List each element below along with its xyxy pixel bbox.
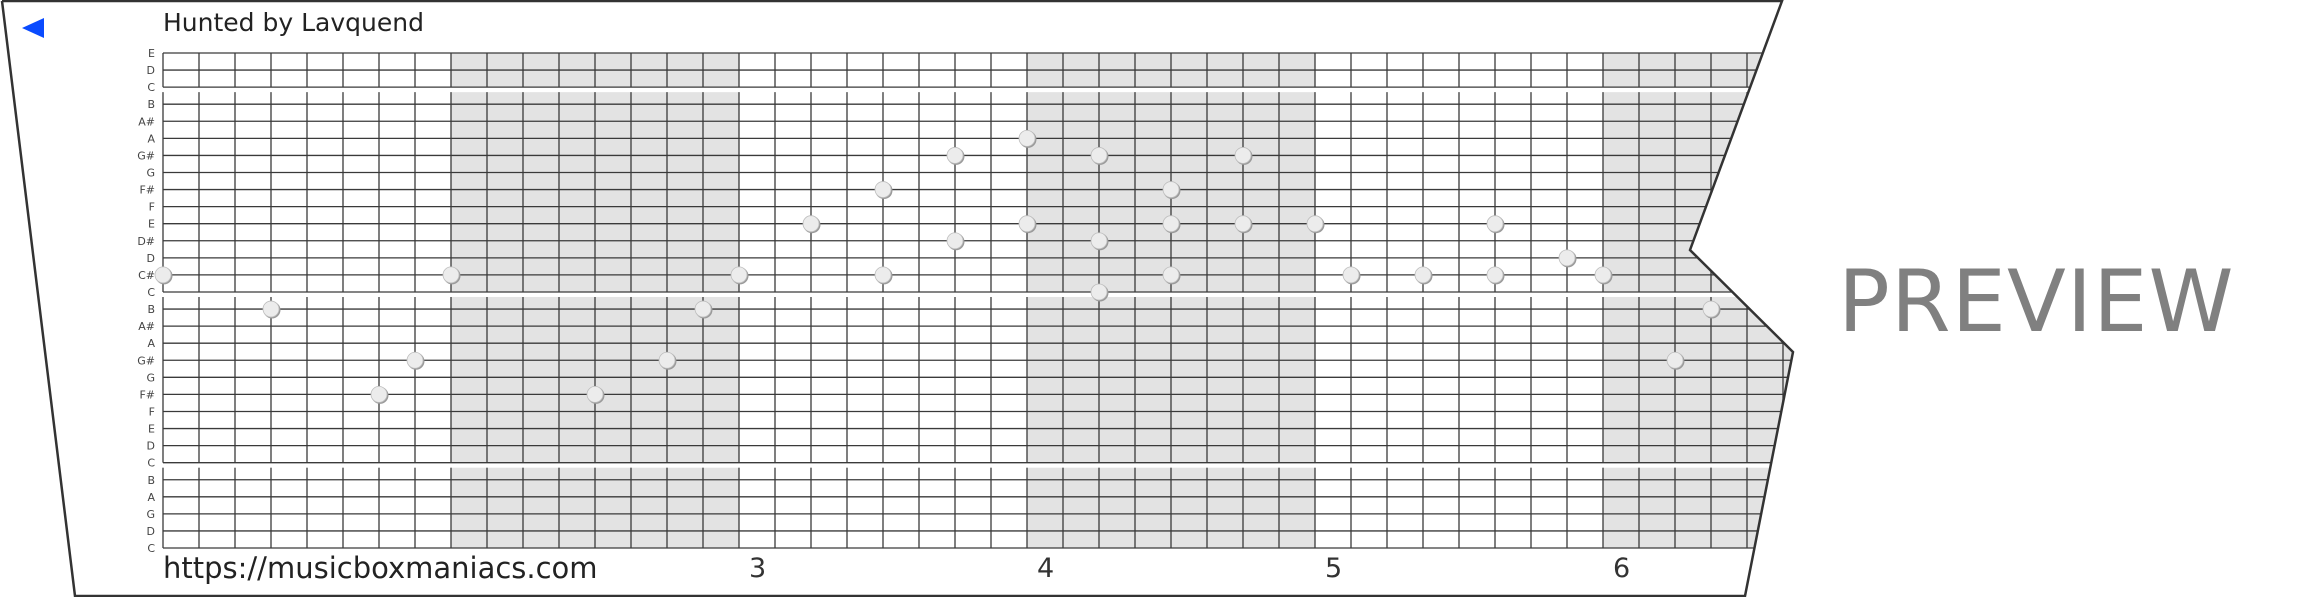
row-label: C bbox=[147, 542, 155, 555]
preview-watermark: PREVIEW bbox=[1838, 252, 2235, 352]
note-hole bbox=[262, 300, 280, 318]
note-hole bbox=[694, 300, 712, 318]
row-label: C bbox=[147, 457, 155, 470]
row-label: C bbox=[147, 81, 155, 94]
note-hole bbox=[406, 351, 424, 369]
note-hole bbox=[730, 266, 748, 284]
measure-number: 6 bbox=[1613, 553, 1631, 584]
row-label: B bbox=[147, 303, 155, 316]
note-hole bbox=[874, 266, 892, 284]
note-hole bbox=[586, 385, 604, 403]
row-label: A# bbox=[138, 320, 155, 333]
row-label: G bbox=[146, 166, 155, 179]
row-label: G# bbox=[137, 149, 155, 162]
row-label: F# bbox=[139, 388, 155, 401]
note-hole bbox=[1558, 249, 1576, 267]
note-hole bbox=[1702, 300, 1720, 318]
note-hole bbox=[946, 232, 964, 250]
row-label: D bbox=[147, 64, 155, 77]
note-hole bbox=[1090, 147, 1108, 164]
measure-number: 5 bbox=[1325, 553, 1343, 584]
note-grid bbox=[162, 52, 1793, 549]
shaded-measure bbox=[1603, 296, 1793, 463]
row-label: C bbox=[147, 286, 155, 299]
note-hole bbox=[658, 351, 676, 369]
row-label: F# bbox=[139, 184, 155, 197]
row-label: E bbox=[148, 423, 155, 436]
row-label: D bbox=[147, 252, 155, 265]
row-label: G bbox=[146, 508, 155, 521]
row-label: F bbox=[149, 201, 155, 214]
note-hole bbox=[1486, 215, 1504, 233]
note-hole bbox=[1090, 232, 1108, 250]
row-label: B bbox=[147, 98, 155, 111]
note-hole bbox=[1018, 215, 1036, 233]
note-hole bbox=[1342, 266, 1360, 284]
row-label: E bbox=[148, 47, 155, 60]
note-hole bbox=[874, 181, 892, 198]
note-hole bbox=[1306, 215, 1324, 233]
note-hole bbox=[154, 266, 172, 284]
notes bbox=[154, 129, 1721, 404]
note-hole bbox=[442, 266, 460, 284]
row-label: C# bbox=[138, 269, 155, 282]
row-label: A bbox=[147, 337, 155, 350]
note-hole bbox=[1162, 181, 1180, 198]
note-hole bbox=[1486, 266, 1504, 284]
note-hole bbox=[1162, 266, 1180, 284]
row-label: A# bbox=[138, 115, 155, 128]
row-label: D bbox=[147, 440, 155, 453]
row-label: A bbox=[147, 491, 155, 504]
row-label: E bbox=[148, 218, 155, 231]
note-hole bbox=[1090, 283, 1108, 301]
row-label: G# bbox=[137, 354, 155, 367]
row-label: B bbox=[147, 474, 155, 487]
note-hole bbox=[1594, 266, 1612, 284]
row-label: F bbox=[149, 405, 155, 418]
note-hole bbox=[1234, 147, 1252, 164]
note-hole bbox=[1234, 215, 1252, 233]
row-label: A bbox=[147, 132, 155, 145]
back-triangle-icon[interactable] bbox=[20, 16, 46, 44]
row-label: D bbox=[147, 525, 155, 538]
note-hole bbox=[1414, 266, 1432, 284]
note-hole bbox=[1162, 215, 1180, 233]
row-label: G bbox=[146, 371, 155, 384]
row-label: D# bbox=[137, 235, 155, 248]
measure-number: 3 bbox=[749, 553, 767, 584]
song-title: Hunted by Lavquend bbox=[163, 8, 424, 37]
note-hole bbox=[370, 385, 388, 403]
measure-number: 4 bbox=[1037, 553, 1055, 584]
paper-outline bbox=[0, 0, 1795, 597]
note-hole bbox=[802, 215, 820, 233]
note-hole bbox=[946, 147, 964, 164]
note-hole bbox=[1666, 351, 1684, 369]
note-hole bbox=[1018, 129, 1036, 147]
site-url[interactable]: https://musicboxmaniacs.com bbox=[163, 551, 598, 585]
